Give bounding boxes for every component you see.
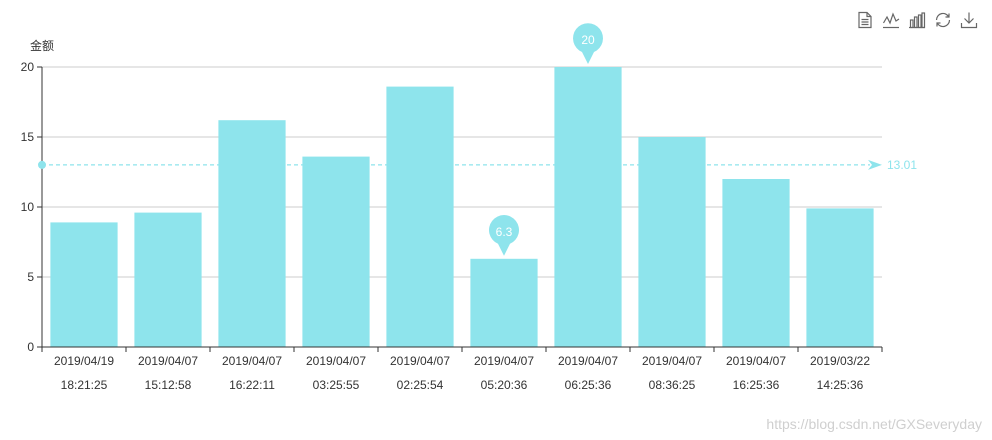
x-tick-label: 2019/04/07 16:25:36 xyxy=(726,354,786,392)
x-tick-label-line: 16:25:36 xyxy=(733,378,780,392)
x-tick-label-line: 2019/04/07 xyxy=(138,354,198,368)
bar xyxy=(134,212,202,347)
data-view-icon xyxy=(858,11,872,29)
x-tick-label-line: 02:25:54 xyxy=(397,378,444,392)
line-chart-button[interactable] xyxy=(882,11,900,29)
x-tick-label-line: 05:20:36 xyxy=(481,378,528,392)
y-tick-label: 20 xyxy=(21,60,35,74)
marker-label: 6.3 xyxy=(496,225,513,239)
marker-label: 20 xyxy=(581,33,595,47)
x-tick-label-line: 16:22:11 xyxy=(229,378,275,392)
x-tick-label-line: 2019/04/07 xyxy=(474,354,534,368)
x-tick-label: 2019/04/07 08:36:25 xyxy=(642,354,702,392)
restore-icon xyxy=(935,12,951,28)
y-tick-label: 10 xyxy=(21,200,35,214)
x-tick-label: 2019/04/07 15:12:58 xyxy=(138,354,198,392)
bar-chart-icon xyxy=(909,12,926,29)
x-tick-label: 2019/04/07 06:25:36 xyxy=(558,354,618,392)
x-tick-label-line: 08:36:25 xyxy=(649,378,696,392)
x-tick-label-line: 2019/04/07 xyxy=(222,354,282,368)
watermark: https://blog.csdn.net/GXSeveryday xyxy=(766,416,982,432)
y-tick-label: 15 xyxy=(21,130,35,144)
average-label: 13.01 xyxy=(887,158,917,172)
x-tick-label-line: 2019/04/07 xyxy=(306,354,366,368)
data-view-button[interactable] xyxy=(856,11,874,29)
x-tick-label-line: 2019/04/07 xyxy=(642,354,702,368)
x-tick-label-line: 2019/03/22 xyxy=(810,354,870,368)
bar xyxy=(638,137,706,347)
bars xyxy=(50,67,874,347)
marker-pin xyxy=(573,23,604,64)
average-line-start xyxy=(38,160,46,169)
x-tick-label-line: 2019/04/19 xyxy=(54,354,114,368)
bar-chart-button[interactable] xyxy=(908,11,926,29)
y-axis-label: 金额 xyxy=(30,38,54,53)
x-tick-label-line: 15:12:58 xyxy=(145,378,192,392)
restore-button[interactable] xyxy=(934,11,952,29)
bar xyxy=(386,86,454,347)
y-tick-label: 0 xyxy=(27,340,34,354)
x-tick-label-line: 2019/04/07 xyxy=(558,354,618,368)
x-tick-label-line: 06:25:36 xyxy=(565,378,612,392)
download-button[interactable] xyxy=(960,11,978,29)
marker-pin xyxy=(488,215,519,256)
markers: 206.3 xyxy=(488,23,604,256)
y-tick-label: 5 xyxy=(27,270,34,284)
y-ticks: 0 5 10 15 20 xyxy=(21,60,42,354)
line-chart-icon xyxy=(882,12,900,29)
bar xyxy=(554,67,622,347)
x-tick-label-line: 14:25:36 xyxy=(817,378,864,392)
x-tick-label: 2019/04/07 02:25:54 xyxy=(390,354,450,392)
bar xyxy=(302,156,370,347)
x-tick-label: 2019/04/07 03:25:55 xyxy=(306,354,366,392)
average-line-arrow xyxy=(868,159,882,170)
download-icon xyxy=(960,12,978,29)
x-tick-label: 2019/04/07 05:20:36 xyxy=(474,354,534,392)
average-line: 13.01 xyxy=(38,158,917,172)
x-tick-label-line: 2019/04/07 xyxy=(390,354,450,368)
x-tick-label: 2019/04/19 18:21:25 xyxy=(54,354,114,392)
x-tick-label-line: 18:21:25 xyxy=(61,378,108,392)
bar xyxy=(722,179,790,347)
bar xyxy=(50,222,118,347)
toolbox xyxy=(856,11,978,29)
x-tick-label: 2019/03/22 14:25:36 xyxy=(810,354,870,392)
bar xyxy=(806,208,874,347)
bar xyxy=(218,120,286,347)
x-tick-label-line: 03:25:55 xyxy=(313,378,360,392)
bar xyxy=(470,258,538,347)
x-tick-label: 2019/04/07 16:22:11 xyxy=(222,354,282,392)
x-tick-label-line: 2019/04/07 xyxy=(726,354,786,368)
